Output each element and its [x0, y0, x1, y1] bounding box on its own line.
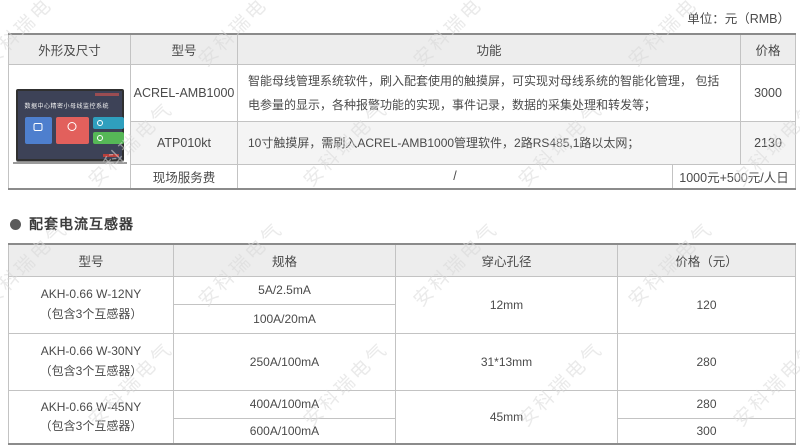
teal-button-icon	[92, 116, 124, 129]
function-cell: 智能母线管理系统软件，刷入配套使用的触摸屏，可实现对母线系统的智能化管理， 包括…	[236, 63, 742, 122]
price-cell: 280	[617, 389, 796, 419]
product-price-table: 外形及尺寸 型号 功能 价格 数据中心精密小母线监控系统	[8, 33, 797, 190]
price-cell: 280	[617, 332, 796, 391]
screen-tile-circle-icon	[67, 121, 77, 131]
device-stand	[12, 161, 127, 164]
spec-cell: 5A/2.5mA	[173, 275, 396, 305]
product-photo: 数据中心精密小母线监控系统	[10, 88, 130, 164]
service-fee-function: /	[237, 163, 673, 190]
model-cell: ACREL-AMB1000	[130, 63, 238, 122]
product-image-cell: 数据中心精密小母线监控系统	[8, 63, 131, 190]
model-note: （包含3个互感器）	[39, 363, 143, 378]
button-dot-icon	[96, 134, 103, 141]
screen-status-bar	[94, 92, 119, 96]
spec-cell: 400A/100mA	[173, 389, 396, 419]
col-header-appearance: 外形及尺寸	[8, 33, 131, 65]
service-fee-price: 1000元+500元/人日	[671, 163, 797, 190]
screen-side-buttons	[92, 116, 124, 144]
model-note: （包含3个互感器）	[39, 306, 143, 321]
price-cell: 3000	[740, 63, 797, 122]
col-header-spec: 规格	[173, 243, 396, 277]
price-cell: 300	[617, 417, 796, 445]
model-cell: AKH-0.66 W-12NY （包含3个互感器）	[8, 275, 174, 334]
col-header-hole: 穿心孔径	[395, 243, 618, 277]
spec-cell: 250A/100mA	[173, 332, 396, 391]
bullet-icon	[10, 218, 21, 230]
alarm-tile-icon	[55, 116, 89, 144]
screen-footer-mark	[102, 153, 119, 157]
spec-cell: 100A/20mA	[173, 303, 396, 334]
col-header-model: 型号	[130, 33, 238, 65]
hole-cell: 12mm	[395, 275, 618, 334]
model-note: （包含3个互感器）	[39, 418, 143, 433]
screen-tiles	[24, 116, 124, 144]
hole-cell: 45mm	[395, 389, 618, 445]
col-header-model: 型号	[8, 243, 174, 277]
col-header-price: 价格	[740, 33, 797, 65]
section-title-text: 配套电流互感器	[29, 216, 134, 232]
col-header-function: 功能	[236, 33, 742, 65]
model-name: AKH-0.66 W-12NY	[40, 287, 142, 302]
model-name: AKH-0.66 W-30NY	[40, 344, 142, 359]
hole-cell: 31*13mm	[395, 332, 618, 391]
model-cell: ATP010kt	[130, 120, 238, 165]
function-cell: 10寸触摸屏，需刷入ACREL-AMB1000管理软件，2路RS485,1路以太…	[236, 120, 742, 165]
screen-title: 数据中心精密小母线监控系统	[24, 103, 110, 110]
button-dot-icon	[96, 119, 103, 126]
spec-cell: 600A/100mA	[173, 417, 396, 445]
transformer-table: 型号 规格 穿心孔径 价格（元） AKH-0.66 W-12NY （包含3个互感…	[8, 243, 796, 445]
model-cell: AKH-0.66 W-45NY （包含3个互感器）	[8, 389, 174, 445]
section-title: 配套电流互感器	[10, 214, 134, 234]
model-cell: AKH-0.66 W-30NY （包含3个互感器）	[8, 332, 174, 391]
price-cell: 2130	[740, 120, 797, 165]
col-header-price: 价格（元）	[617, 243, 796, 277]
touchscreen-device-image: 数据中心精密小母线监控系统	[15, 88, 124, 161]
green-button-icon	[92, 131, 124, 144]
screen-tile-square-icon	[33, 122, 43, 131]
monitor-tile-icon	[24, 116, 52, 144]
service-fee-label: 现场服务费	[130, 163, 238, 190]
model-name: AKH-0.66 W-45NY	[40, 399, 142, 414]
unit-label: 单位：元（RMB）	[687, 12, 790, 26]
price-cell: 120	[617, 275, 796, 334]
